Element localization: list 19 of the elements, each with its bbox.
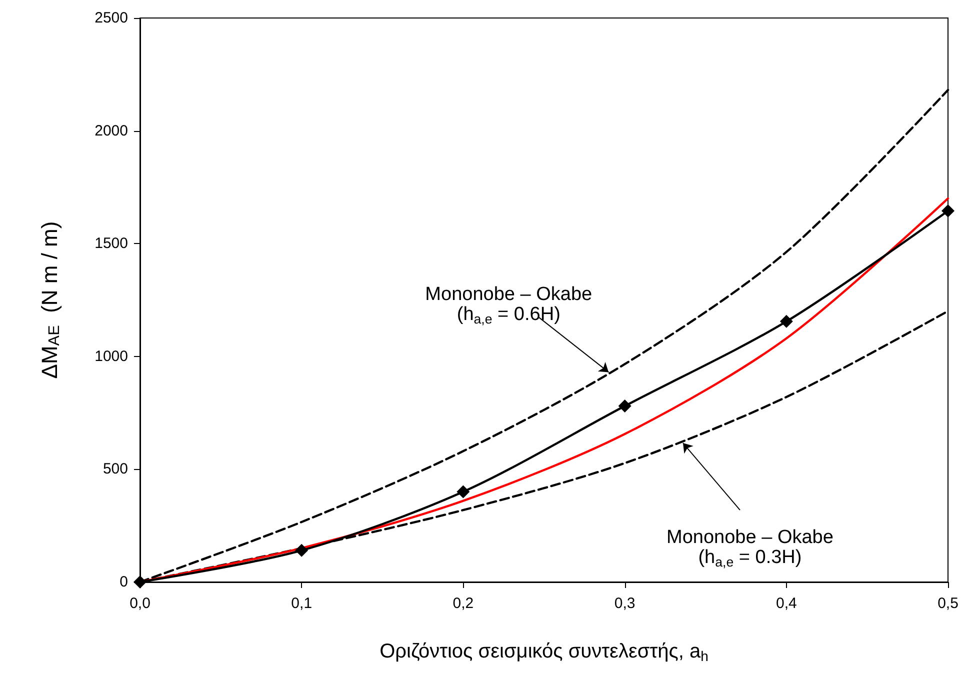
x-tick-label: 0,5 [938, 595, 958, 612]
x-tick-label: 0,0 [130, 595, 150, 612]
x-tick-label: 0,3 [614, 595, 636, 612]
y-tick-label: 1000 [94, 348, 128, 365]
x-tick-label: 0,2 [452, 595, 474, 612]
point [295, 544, 308, 557]
point [618, 400, 632, 413]
point [456, 485, 470, 498]
y-tick-label: 2000 [94, 122, 128, 140]
y-tick-label: 500 [102, 460, 128, 478]
y-tick-label: 1500 [94, 235, 128, 252]
point [942, 204, 954, 218]
y-tick-label: 2500 [94, 10, 128, 26]
point [134, 576, 146, 588]
y-tick-label: 0 [120, 574, 128, 590]
y-axis-title: ΔMAE (N m / m) [37, 221, 63, 379]
point [780, 314, 793, 328]
x-tick-label: 0,4 [776, 595, 797, 612]
x-tick-label: 0,1 [291, 595, 312, 612]
